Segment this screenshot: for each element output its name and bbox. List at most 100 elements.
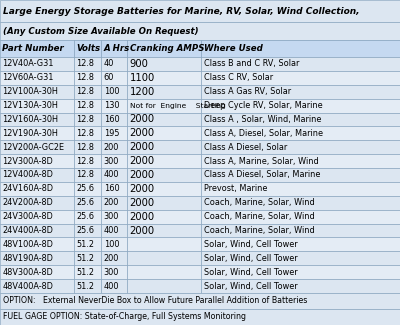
Bar <box>0 154 74 168</box>
Text: Not for  Engine    Starting: Not for Engine Starting <box>130 103 226 109</box>
Bar <box>201 265 400 279</box>
Text: Class A, Marine, Solar, Wind: Class A, Marine, Solar, Wind <box>204 157 318 166</box>
Text: Deep Cycle RV, Solar, Marine: Deep Cycle RV, Solar, Marine <box>204 101 322 110</box>
Bar <box>127 154 201 168</box>
Bar <box>0 251 74 265</box>
Text: 48V400A-8D: 48V400A-8D <box>2 281 53 291</box>
Bar <box>127 224 201 238</box>
Bar <box>127 265 201 279</box>
Text: 200: 200 <box>104 198 119 207</box>
Bar <box>127 57 201 71</box>
Bar <box>74 238 101 251</box>
Text: 2000: 2000 <box>130 184 155 194</box>
Bar <box>201 40 400 57</box>
Bar <box>0 57 74 71</box>
Text: 160: 160 <box>104 115 119 124</box>
Text: 12.8: 12.8 <box>76 101 94 110</box>
Bar <box>127 196 201 210</box>
Text: 12.8: 12.8 <box>76 157 94 166</box>
Text: 40: 40 <box>104 59 114 69</box>
Text: 12V100A-30H: 12V100A-30H <box>2 87 58 96</box>
Bar <box>101 251 127 265</box>
Text: 25.6: 25.6 <box>76 184 94 193</box>
Text: 24V300A-8D: 24V300A-8D <box>2 212 53 221</box>
Text: 400: 400 <box>104 226 119 235</box>
Bar <box>101 85 127 99</box>
Text: 300: 300 <box>104 268 119 277</box>
Bar <box>0 22 400 40</box>
Bar <box>0 99 74 112</box>
Text: 24V400A-8D: 24V400A-8D <box>2 226 53 235</box>
Text: 1100: 1100 <box>130 73 155 83</box>
Bar <box>0 265 74 279</box>
Bar <box>74 40 101 57</box>
Text: 100: 100 <box>104 240 119 249</box>
Bar <box>0 210 74 224</box>
Bar <box>0 279 74 293</box>
Text: Class A Diesel, Solar, Marine: Class A Diesel, Solar, Marine <box>204 171 320 179</box>
Bar <box>127 85 201 99</box>
Text: 51.2: 51.2 <box>76 281 94 291</box>
Text: Class A Diesel, Solar: Class A Diesel, Solar <box>204 143 287 152</box>
Text: Where Used: Where Used <box>204 44 262 53</box>
Text: Solar, Wind, Cell Tower: Solar, Wind, Cell Tower <box>204 254 297 263</box>
Text: 160: 160 <box>104 184 119 193</box>
Bar <box>74 71 101 85</box>
Text: 25.6: 25.6 <box>76 212 94 221</box>
Text: 25.6: 25.6 <box>76 226 94 235</box>
Text: Class C RV, Solar: Class C RV, Solar <box>204 73 273 82</box>
Text: 2000: 2000 <box>130 114 155 124</box>
Bar <box>0 293 400 309</box>
Text: Cranking AMPS: Cranking AMPS <box>130 44 204 53</box>
Bar <box>101 265 127 279</box>
Bar <box>74 279 101 293</box>
Bar <box>201 251 400 265</box>
Bar <box>201 85 400 99</box>
Text: 24V160A-8D: 24V160A-8D <box>2 184 54 193</box>
Bar <box>74 196 101 210</box>
Bar <box>74 210 101 224</box>
Bar <box>74 57 101 71</box>
Bar <box>74 99 101 112</box>
Text: 60: 60 <box>104 73 114 82</box>
Bar <box>0 71 74 85</box>
Bar <box>74 85 101 99</box>
Text: 400: 400 <box>104 171 119 179</box>
Bar <box>127 279 201 293</box>
Text: 200: 200 <box>104 143 119 152</box>
Bar <box>127 99 201 112</box>
Bar <box>201 99 400 112</box>
Text: 2000: 2000 <box>130 198 155 208</box>
Bar <box>101 154 127 168</box>
Text: 2000: 2000 <box>130 212 155 222</box>
Bar <box>0 168 74 182</box>
Bar <box>74 112 101 126</box>
Text: 12.8: 12.8 <box>76 73 94 82</box>
Bar <box>0 40 74 57</box>
Bar <box>201 126 400 140</box>
Bar <box>127 126 201 140</box>
Bar <box>127 182 201 196</box>
Text: 2000: 2000 <box>130 226 155 236</box>
Text: 12.8: 12.8 <box>76 59 94 69</box>
Bar <box>0 85 74 99</box>
Bar <box>0 309 400 325</box>
Text: Coach, Marine, Solar, Wind: Coach, Marine, Solar, Wind <box>204 198 314 207</box>
Bar <box>101 182 127 196</box>
Text: Class B and C RV, Solar: Class B and C RV, Solar <box>204 59 299 69</box>
Text: 12.8: 12.8 <box>76 171 94 179</box>
Text: 100: 100 <box>104 87 119 96</box>
Text: 2000: 2000 <box>130 142 155 152</box>
Bar <box>74 224 101 238</box>
Bar <box>74 140 101 154</box>
Bar <box>101 40 127 57</box>
Text: Large Energy Storage Batteries for Marine, RV, Solar, Wind Collection,: Large Energy Storage Batteries for Marin… <box>3 6 360 16</box>
Text: 12V40A-G31: 12V40A-G31 <box>2 59 54 69</box>
Bar <box>101 57 127 71</box>
Text: 195: 195 <box>104 129 119 138</box>
Bar <box>201 182 400 196</box>
Text: 400: 400 <box>104 281 119 291</box>
Text: 12V200A-GC2E: 12V200A-GC2E <box>2 143 64 152</box>
Bar <box>74 251 101 265</box>
Text: 12V400A-8D: 12V400A-8D <box>2 171 53 179</box>
